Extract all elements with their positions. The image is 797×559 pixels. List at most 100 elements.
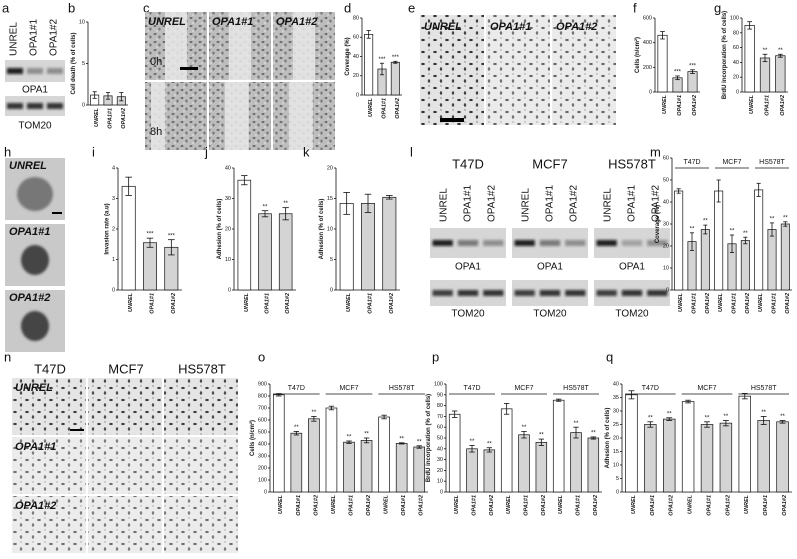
row-label: 0h: [150, 56, 162, 68]
panel-letter: g: [714, 0, 721, 15]
blot-label: TOM20: [18, 121, 52, 132]
y-tick-label: 10: [437, 479, 443, 485]
x-tick-label: OPA1#1: [706, 495, 712, 516]
blot-label: OPA1: [619, 262, 645, 273]
y-tick-label: 60: [353, 35, 359, 41]
row-label: UNREL: [15, 382, 53, 394]
x-tick-label: OPA1#2: [780, 95, 786, 116]
column-label: OPA1#1: [490, 21, 531, 33]
y-tick-label: 40: [437, 446, 443, 452]
bar: [378, 416, 390, 493]
y-tick-label: 20: [663, 243, 669, 249]
bar: [700, 229, 710, 291]
bar: [448, 413, 461, 493]
bar: [325, 407, 338, 493]
bar: [738, 395, 751, 493]
panel-letter: m: [650, 144, 661, 159]
panel-letter: p: [432, 349, 439, 364]
panel-letter: b: [68, 0, 75, 15]
blot-band: [621, 240, 643, 246]
y-tick-label: 400: [258, 441, 267, 447]
y-tick-label: 0: [649, 89, 652, 95]
bar: [687, 71, 698, 93]
bar: [663, 418, 676, 493]
transwell-image: [88, 378, 162, 435]
lane-label: OPA1#1: [463, 185, 474, 222]
wound-gap: [151, 82, 165, 150]
y-tick-label: 800: [258, 393, 267, 399]
y-tick-label: 70: [437, 414, 443, 420]
bar: [570, 432, 582, 493]
y-tick-label: 600: [258, 417, 267, 423]
x-tick-label: UNREL: [454, 494, 460, 514]
y-tick-label: 0: [736, 89, 739, 95]
x-tick-label: OPA1#2: [285, 293, 291, 314]
transwell-image: [164, 496, 238, 553]
y-tick-label: 60: [437, 425, 443, 431]
y-tick-label: 0: [330, 287, 333, 293]
bar: [674, 190, 684, 291]
x-tick-label: OPA1#2: [389, 293, 395, 314]
y-tick-label: 600: [643, 15, 652, 21]
y-tick-label: 10: [663, 265, 669, 271]
y-tick-label: 100: [434, 381, 443, 387]
lane-label: UNREL: [521, 188, 532, 222]
blot-band: [514, 240, 535, 246]
y-tick-label: 5: [616, 476, 619, 482]
bar: [757, 420, 770, 493]
x-tick-label: OPA1#2: [395, 98, 401, 119]
y-axis-label: Coverage (%): [655, 205, 661, 243]
bar: [776, 421, 789, 493]
transwell-image: [88, 496, 162, 553]
bar: [121, 185, 136, 291]
x-tick-label: OPA1#1: [575, 495, 581, 516]
bar: [780, 223, 790, 291]
x-tick-label: OPA1#1: [650, 495, 656, 516]
blot-band: [432, 290, 453, 296]
y-tick-label: 500: [258, 429, 267, 435]
x-tick-label: UNREL: [718, 292, 724, 312]
row-label: 8h: [150, 126, 162, 138]
x-tick-label: UNREL: [744, 494, 750, 514]
spheroid: [21, 245, 49, 275]
bar: [258, 213, 272, 291]
column-label: HS578T: [178, 361, 226, 376]
wound-gap: [165, 12, 187, 80]
blot-band: [27, 103, 43, 109]
transwell-image: [552, 15, 616, 125]
significance: **: [283, 201, 288, 207]
x-tick-label: OPA1#2: [541, 495, 547, 516]
bar: [535, 441, 548, 493]
column-label: MCF7: [108, 361, 143, 376]
group-label: HS578T: [751, 385, 777, 392]
transwell-image: [164, 437, 238, 494]
y-tick-label: 200: [258, 465, 267, 471]
y-tick-label: 40: [613, 381, 619, 387]
lane-label: OPA1#2: [487, 185, 498, 222]
x-tick-label: UNREL: [346, 292, 352, 312]
blot-band: [596, 290, 617, 296]
y-axis-label: Cell death (% of cells): [71, 32, 77, 94]
bar: [587, 437, 600, 493]
y-tick-label: 20: [353, 73, 359, 79]
x-tick-label: OPA1#2: [745, 293, 751, 314]
y-tick-label: 10: [79, 19, 85, 25]
y-axis-label: Cells (n/cm²): [249, 420, 256, 456]
y-tick-label: 1: [112, 257, 115, 263]
panel-letter: f: [633, 0, 637, 15]
y-tick-label: 0: [666, 287, 669, 293]
y-tick-label: 15: [327, 196, 333, 202]
x-tick-label: UNREL: [678, 292, 684, 312]
group-label: HS578T: [389, 385, 415, 392]
y-tick-label: 10: [613, 462, 619, 468]
significance: **: [470, 439, 475, 445]
transwell-image: [88, 437, 162, 494]
cell-line-label: T47D: [452, 156, 484, 171]
y-axis-label: Adhesion (% of cells): [217, 199, 223, 260]
x-tick-label: UNREL: [558, 494, 564, 514]
x-tick-label: UNREL: [688, 494, 694, 514]
row-label: OPA1#2: [15, 500, 56, 512]
panel-letter: i: [92, 144, 95, 159]
scale-bar: [70, 429, 84, 431]
panel-letter: c: [143, 0, 150, 15]
